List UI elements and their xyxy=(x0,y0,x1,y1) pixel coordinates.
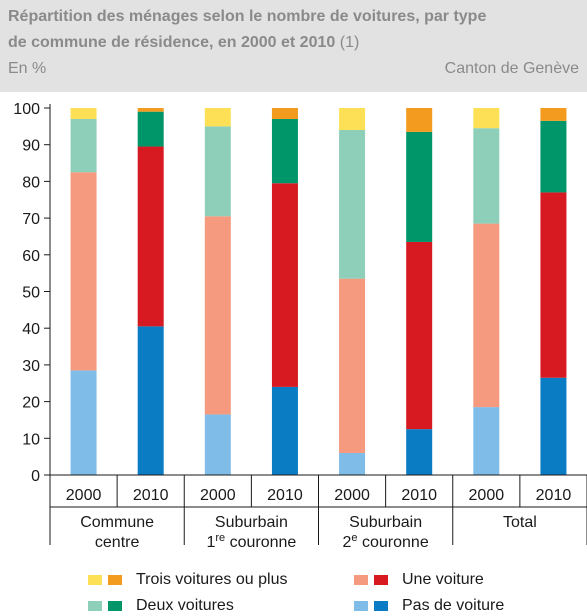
x-year-label: 2000 xyxy=(334,487,370,504)
y-tick-label: 80 xyxy=(22,174,40,191)
legend-label: Pas de voiture xyxy=(402,597,505,614)
bar-segment xyxy=(204,126,231,217)
legend-swatch-dark xyxy=(374,574,388,585)
y-tick-label: 40 xyxy=(22,321,40,338)
bar-segment xyxy=(406,108,433,132)
legend-swatch-dark xyxy=(108,574,122,585)
bar-segment xyxy=(70,172,97,371)
x-year-label: 2000 xyxy=(66,487,102,504)
bar-segment xyxy=(406,429,433,475)
y-tick-label: 20 xyxy=(22,395,40,412)
legend-item: Une voiture xyxy=(354,571,484,589)
bar-segment xyxy=(70,119,97,173)
bar-segment xyxy=(271,183,298,387)
legend-label: Deux voitures xyxy=(136,597,234,614)
bar-segment xyxy=(406,241,433,430)
x-group-label-line2: 2e couronne xyxy=(343,532,429,551)
bar-segment xyxy=(473,407,500,475)
bar-segment xyxy=(339,130,366,279)
x-group-label: Total xyxy=(503,514,537,531)
y-tick-label: 90 xyxy=(22,138,40,155)
legend-swatch-light xyxy=(88,600,102,611)
bar-segment xyxy=(204,414,231,475)
legend-item: Pas de voiture xyxy=(354,597,504,615)
bar-segment xyxy=(70,108,97,120)
bar-segment xyxy=(540,120,567,193)
bar-segment xyxy=(339,452,366,475)
chart-title-note: (1) xyxy=(339,34,360,51)
bar-segment xyxy=(271,386,298,475)
chart-header: Répartition des ménages selon le nombre … xyxy=(0,0,587,92)
legend-swatch-light xyxy=(354,600,368,611)
x-year-label: 2000 xyxy=(200,487,236,504)
bar-segment xyxy=(271,108,298,120)
chart-title-line-2: de commune de résidence, en 2000 et 2010… xyxy=(8,34,359,52)
bar-segment xyxy=(473,128,500,224)
x-year-label: 2010 xyxy=(401,487,437,504)
x-year-label: 2010 xyxy=(536,487,572,504)
bar-segment xyxy=(204,216,231,415)
x-year-label: 2010 xyxy=(133,487,169,504)
x-group-label-line2: 1re couronne xyxy=(206,532,296,551)
x-group-label: Commune xyxy=(80,514,154,531)
chart-title-line-2-text: de commune de résidence, en 2000 et 2010 xyxy=(8,34,336,51)
y-tick-label: 0 xyxy=(31,468,40,485)
bar-segment xyxy=(540,377,567,475)
legend-swatch-light xyxy=(354,574,368,585)
bar-segment xyxy=(339,108,366,131)
legend-label: Une voiture xyxy=(402,571,484,588)
y-tick-label: 60 xyxy=(22,248,40,265)
bar-segment xyxy=(137,326,164,475)
x-year-label: 2000 xyxy=(469,487,505,504)
x-group-label: Suburbain xyxy=(349,514,422,531)
chart-title-line-1: Répartition des ménages selon le nombre … xyxy=(8,8,487,25)
y-tick-label: 10 xyxy=(22,431,40,448)
bar-segment xyxy=(137,111,164,147)
bar-segment xyxy=(137,108,164,112)
y-tick-label: 100 xyxy=(13,101,40,118)
bar-segment xyxy=(204,108,231,127)
legend-item: Trois voitures ou plus xyxy=(88,571,287,589)
bar-segment xyxy=(406,131,433,242)
legend-swatch-dark xyxy=(108,600,122,611)
bar-segment xyxy=(540,108,567,121)
x-year-label: 2010 xyxy=(267,487,303,504)
bar-segment xyxy=(473,108,500,129)
bar-segment xyxy=(339,278,366,453)
x-group-label-line2: centre xyxy=(95,534,140,551)
bar-segment xyxy=(473,223,500,408)
legend-item: Deux voitures xyxy=(88,597,234,615)
legend-swatch-light xyxy=(88,574,102,585)
y-tick-label: 70 xyxy=(22,211,40,228)
legend-swatch-dark xyxy=(374,600,388,611)
y-tick-label: 30 xyxy=(22,358,40,375)
chart-source: Canton de Genève xyxy=(444,60,579,77)
bar-segment xyxy=(137,146,164,327)
bar-segment xyxy=(70,370,97,475)
bar-segment xyxy=(271,119,298,184)
bar-segment xyxy=(540,192,567,378)
legend-label: Trois voitures ou plus xyxy=(136,571,288,588)
x-group-label: Suburbain xyxy=(215,514,288,531)
chart-unit: En % xyxy=(8,60,47,77)
y-tick-label: 50 xyxy=(22,285,40,302)
chart-plot: 0 10 20 30 40 50 60 70 80 90 100 2000 2010 2000 2010 20… xyxy=(13,101,587,551)
